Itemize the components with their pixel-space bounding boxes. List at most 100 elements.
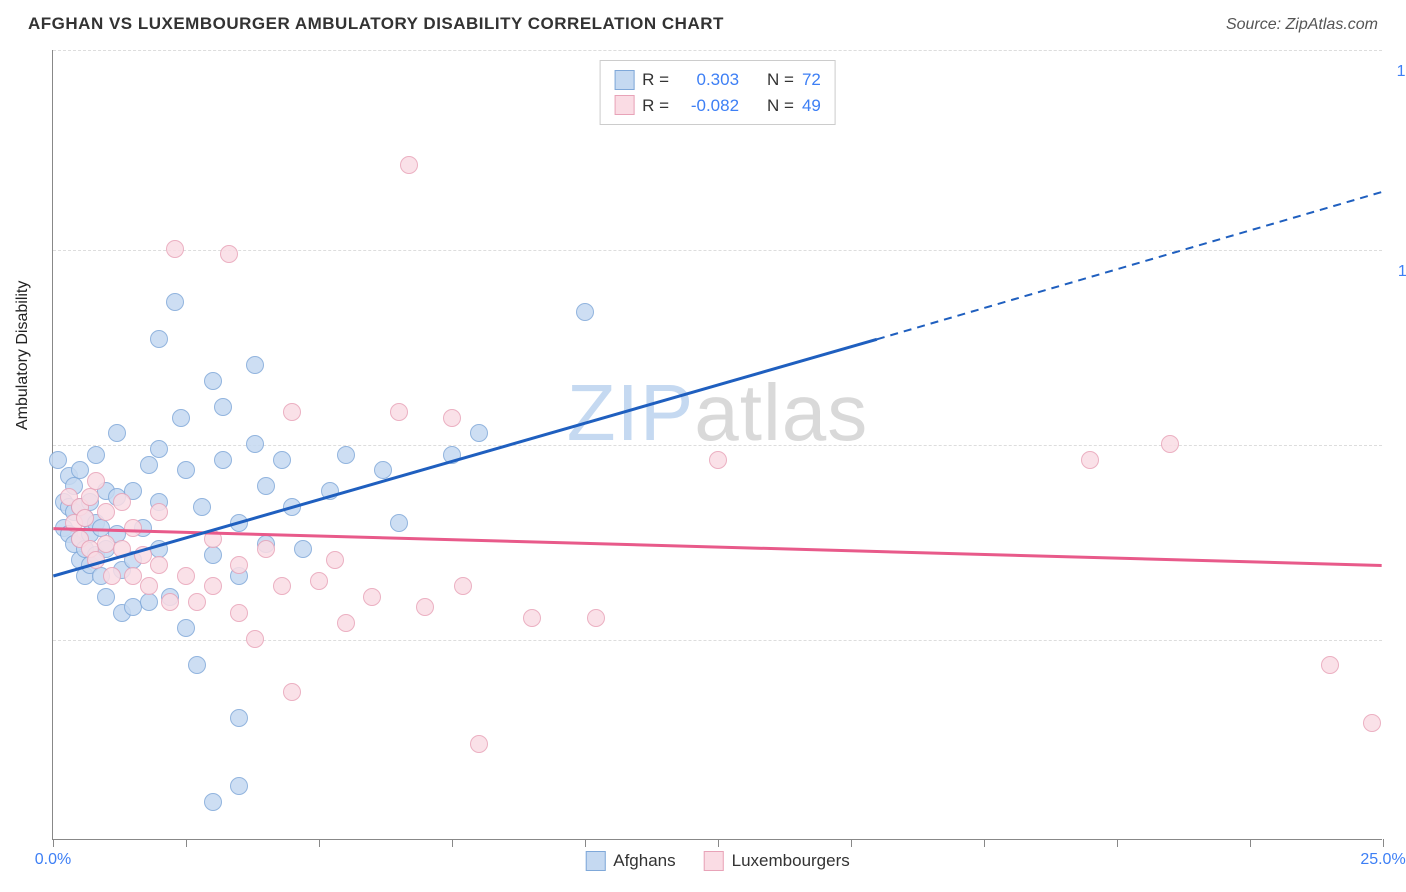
data-point-afghan — [283, 498, 301, 516]
legend-swatch — [585, 851, 605, 871]
data-point-afghan — [177, 461, 195, 479]
data-point-afghan — [204, 372, 222, 390]
x-tick — [585, 839, 586, 847]
data-point-lux — [363, 588, 381, 606]
data-point-afghan — [230, 777, 248, 795]
data-point-afghan — [321, 482, 339, 500]
data-point-afghan — [294, 540, 312, 558]
data-point-lux — [124, 567, 142, 585]
data-point-lux — [273, 577, 291, 595]
data-point-lux — [326, 551, 344, 569]
data-point-lux — [1321, 656, 1339, 674]
data-point-afghan — [108, 424, 126, 442]
data-point-lux — [220, 245, 238, 263]
data-point-afghan — [204, 546, 222, 564]
n-label: N = — [767, 67, 794, 93]
data-point-lux — [124, 519, 142, 537]
data-point-lux — [150, 503, 168, 521]
data-point-lux — [76, 509, 94, 527]
data-point-afghan — [230, 709, 248, 727]
x-tick — [1250, 839, 1251, 847]
legend-swatch — [614, 95, 634, 115]
source-label: Source: ZipAtlas.com — [1226, 16, 1378, 34]
data-point-lux — [188, 593, 206, 611]
data-point-afghan — [140, 593, 158, 611]
data-point-lux — [140, 577, 158, 595]
data-point-lux — [1081, 451, 1099, 469]
data-point-afghan — [390, 514, 408, 532]
data-point-afghan — [214, 398, 232, 416]
data-point-lux — [416, 598, 434, 616]
data-point-afghan — [337, 446, 355, 464]
data-point-afghan — [166, 293, 184, 311]
data-point-lux — [97, 503, 115, 521]
gridline — [53, 50, 1382, 51]
data-point-afghan — [87, 446, 105, 464]
data-point-lux — [166, 240, 184, 258]
data-point-afghan — [257, 477, 275, 495]
data-point-lux — [337, 614, 355, 632]
x-axis-label: 0.0% — [35, 851, 71, 869]
x-tick — [186, 839, 187, 847]
data-point-lux — [230, 556, 248, 574]
data-point-afghan — [150, 440, 168, 458]
x-tick — [452, 839, 453, 847]
legend-swatch — [704, 851, 724, 871]
data-point-lux — [177, 567, 195, 585]
data-point-lux — [443, 409, 461, 427]
data-point-lux — [283, 403, 301, 421]
r-value: 0.303 — [677, 67, 739, 93]
data-point-lux — [113, 493, 131, 511]
data-point-afghan — [576, 303, 594, 321]
data-point-afghan — [374, 461, 392, 479]
x-tick — [1117, 839, 1118, 847]
data-point-lux — [257, 540, 275, 558]
y-axis-label: Ambulatory Disability — [14, 281, 32, 430]
data-point-lux — [454, 577, 472, 595]
data-point-afghan — [230, 514, 248, 532]
x-tick — [319, 839, 320, 847]
y-tick-label: 15.0% — [1387, 63, 1406, 81]
y-tick-label: 3.8% — [1387, 653, 1406, 671]
data-point-lux — [204, 577, 222, 595]
data-point-lux — [103, 567, 121, 585]
data-point-lux — [161, 593, 179, 611]
data-point-lux — [230, 604, 248, 622]
y-tick-label: 7.5% — [1387, 458, 1406, 476]
data-point-afghan — [140, 456, 158, 474]
gridline — [53, 250, 1382, 251]
chart-area: ZIPatlas R = 0.303 N = 72 R = -0.082 N =… — [52, 50, 1382, 840]
data-point-lux — [470, 735, 488, 753]
r-label: R = — [642, 67, 669, 93]
x-tick — [1383, 839, 1384, 847]
data-point-lux — [1363, 714, 1381, 732]
chart-title: AFGHAN VS LUXEMBOURGER AMBULATORY DISABI… — [28, 14, 724, 34]
x-tick — [718, 839, 719, 847]
data-point-lux — [400, 156, 418, 174]
x-tick — [53, 839, 54, 847]
n-value: 49 — [802, 93, 821, 119]
r-value: -0.082 — [677, 93, 739, 119]
data-point-lux — [113, 540, 131, 558]
data-point-afghan — [246, 356, 264, 374]
data-point-afghan — [188, 656, 206, 674]
r-label: R = — [642, 93, 669, 119]
x-tick — [984, 839, 985, 847]
data-point-afghan — [193, 498, 211, 516]
n-value: 72 — [802, 67, 821, 93]
data-point-afghan — [246, 435, 264, 453]
data-point-afghan — [273, 451, 291, 469]
data-point-lux — [390, 403, 408, 421]
data-point-afghan — [49, 451, 67, 469]
data-point-lux — [150, 556, 168, 574]
data-point-afghan — [97, 588, 115, 606]
data-point-afghan — [214, 451, 232, 469]
data-point-lux — [709, 451, 727, 469]
data-point-lux — [134, 546, 152, 564]
legend-label: Luxembourgers — [732, 851, 850, 871]
data-point-lux — [87, 472, 105, 490]
data-point-afghan — [470, 424, 488, 442]
legend-label: Afghans — [613, 851, 675, 871]
data-point-afghan — [177, 619, 195, 637]
data-point-lux — [81, 488, 99, 506]
